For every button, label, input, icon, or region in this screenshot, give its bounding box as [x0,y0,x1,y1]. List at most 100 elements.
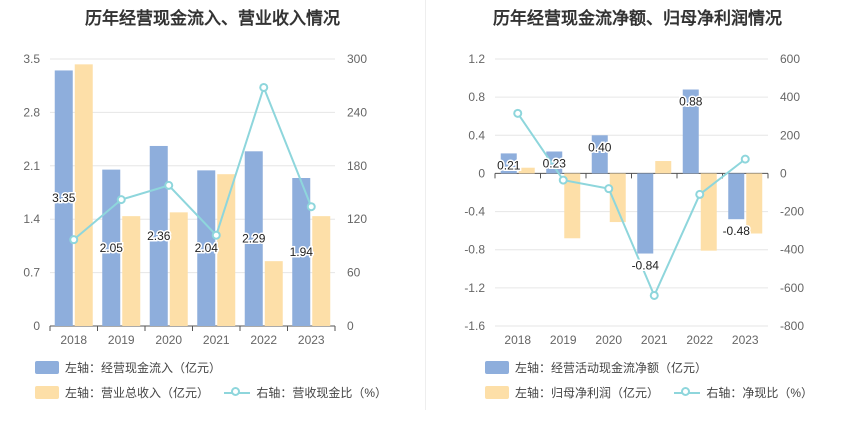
right-chart-panel: 历年经营现金流净额、归母净利润情况 -1.6 -1.2 -0.8 -0.4 0 0.4 0.… [425,0,850,437]
x-tick-label: 2019 [108,333,135,345]
legend-label-net-profit: 左轴：归母净利润（亿元） [515,386,660,400]
bar-data-label: 2.05 [100,241,124,255]
legend-item-revenue-cash-ratio[interactable]: 右轴：营收现金比（%） [224,384,387,401]
x-tick-label: 2018 [60,333,87,345]
ratio-line [516,112,746,298]
bar-right-primary [546,151,563,174]
left-chart-panel: 历年经营现金流入、营业收入情况 0 0.7 1.4 2.1 2.8 3.5 0 60 120 18… [23,9,387,401]
y-right-tick-label: 120 [347,212,367,226]
x-tick-label: 2022 [250,333,277,345]
y-left-tick-label: 0.8 [468,90,485,104]
bar-data-label: 0.23 [543,156,567,170]
bar-left-primary [54,70,73,326]
left-chart-title: 历年经营现金流入、营业收入情况 [85,9,340,28]
legend-item-net-cash-flow[interactable]: 左轴：经营活动现金流净额（亿元） [485,359,707,376]
bar-data-label: 1.94 [290,245,314,259]
bar-right-secondary [518,167,535,174]
x-tick-label: 2020 [155,333,182,345]
legend-line-marker-icon [224,386,251,399]
bar-left-primary [292,178,311,326]
legend-label-inflow: 左轴：经营现金流入（亿元） [65,361,222,375]
y-left-tick-label: 3.5 [23,52,40,66]
x-tick-label: 2021 [641,333,668,345]
bar-right-secondary [700,173,717,251]
x-tick-label: 2022 [686,333,713,345]
bar-right-primary [728,173,745,220]
ratio-line [73,84,313,241]
y-left-tick-label: -1.6 [464,319,485,333]
y-right-tick-label: -600 [780,281,804,295]
bar-data-label: 2.29 [242,232,266,246]
y-right-tick-label: 0 [780,166,787,180]
y-left-tick-label: 2.1 [23,159,40,173]
bar-data-label: 0.88 [679,95,703,109]
x-tick-label: 2023 [298,333,325,345]
y-right-tick-label: 600 [780,52,800,66]
y-right-tick-label: -200 [780,205,804,219]
x-tick-label: 2018 [504,333,531,345]
y-left-tick-label: -0.4 [464,205,485,219]
bar-left-secondary [122,216,141,326]
bar-left-secondary [264,261,283,326]
panel-divider [425,0,426,410]
y-right-tick-label: 400 [780,90,800,104]
legend-item-net-profit[interactable]: 左轴：归母净利润（亿元） [485,384,659,401]
ratio-point [69,235,79,245]
bar-left-secondary [217,174,236,326]
bar-right-secondary [655,161,672,174]
legend-label-revenue: 左轴：营业总收入（亿元） [65,386,210,400]
ratio-point [211,230,221,240]
legend-swatch-orange [485,386,509,399]
legend-item-revenue[interactable]: 左轴：营业总收入（亿元） [35,384,209,401]
bar-left-secondary [312,216,331,326]
ratio-point [259,82,269,92]
bar-right-secondary [564,173,581,239]
bar-right-secondary [609,173,626,223]
ratio-point [306,202,316,212]
y-left-tick-label: 0.7 [23,266,40,280]
ratio-point [695,189,705,199]
bar-data-label: 3.35 [52,191,76,205]
legend-item-net-cash-ratio[interactable]: 右轴：净现比（%） [674,384,813,401]
ratio-point [164,180,174,190]
x-tick-label: 2019 [550,333,577,345]
y-right-tick-label: 240 [347,105,367,119]
bar-data-label: 2.36 [147,229,171,243]
y-left-tick-label: -1.2 [464,281,485,295]
left-chart-svg: 0 0.7 1.4 2.1 2.8 3.5 0 60 120 180 240 300 2018 2019 2… [23,52,367,345]
y-right-tick-label: -400 [780,243,804,257]
bar-right-primary [591,135,608,174]
ratio-point [513,108,523,118]
bar-right-primary [637,173,654,254]
bar-left-primary [244,151,263,326]
x-tick-label: 2023 [732,333,759,345]
y-left-tick-label: 1.2 [468,52,485,66]
left-legend-row-1: 左轴：经营现金流入（亿元） [35,359,233,375]
y-left-tick-label: 0.4 [468,128,485,142]
legend-item-inflow[interactable]: 左轴：经营现金流入（亿元） [35,359,221,376]
ratio-point [558,175,568,185]
y-left-tick-label: 0 [478,166,485,180]
bar-data-label: 0.21 [497,158,521,172]
x-tick-label: 2020 [595,333,622,345]
legend-line-marker-icon [674,386,701,399]
bar-data-label: -0.84 [632,259,660,273]
ratio-point [116,195,126,205]
ratio-point [649,290,659,300]
bar-right-primary [500,153,517,174]
right-legend-row-2: 左轴：归母净利润（亿元） 右轴：净现比（%） [485,384,825,400]
bar-left-secondary [74,64,93,326]
bar-right-secondary [746,173,763,234]
bar-left-primary [197,170,216,326]
y-left-tick-label: -0.8 [464,243,485,257]
legend-swatch-orange [35,386,59,399]
y-right-tick-label: 300 [347,52,367,66]
y-right-tick-label: 200 [780,128,800,142]
right-chart-title: 历年经营现金流净额、归母净利润情况 [493,9,782,28]
legend-swatch-blue [485,361,509,374]
y-right-tick-label: -800 [780,319,804,333]
legend-swatch-blue [35,361,59,374]
bar-left-secondary [169,212,188,326]
x-tick-label: 2021 [203,333,230,345]
y-left-tick-label: 1.4 [23,212,40,226]
